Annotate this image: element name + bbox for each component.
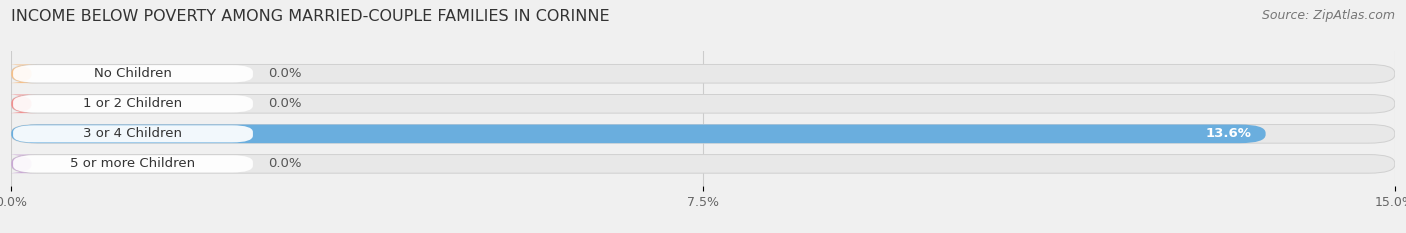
FancyBboxPatch shape (11, 124, 1395, 143)
FancyBboxPatch shape (11, 65, 1395, 83)
FancyBboxPatch shape (6, 154, 37, 173)
FancyBboxPatch shape (11, 124, 1265, 143)
FancyBboxPatch shape (13, 155, 253, 172)
FancyBboxPatch shape (13, 95, 253, 112)
FancyBboxPatch shape (11, 95, 1395, 113)
Text: INCOME BELOW POVERTY AMONG MARRIED-COUPLE FAMILIES IN CORINNE: INCOME BELOW POVERTY AMONG MARRIED-COUPL… (11, 9, 610, 24)
Text: 13.6%: 13.6% (1206, 127, 1251, 140)
FancyBboxPatch shape (13, 65, 253, 82)
Text: 3 or 4 Children: 3 or 4 Children (83, 127, 183, 140)
FancyBboxPatch shape (6, 95, 37, 113)
FancyBboxPatch shape (13, 125, 253, 142)
Text: 0.0%: 0.0% (267, 67, 301, 80)
Text: 5 or more Children: 5 or more Children (70, 157, 195, 170)
Text: 0.0%: 0.0% (267, 97, 301, 110)
FancyBboxPatch shape (6, 65, 37, 83)
Text: No Children: No Children (94, 67, 172, 80)
Text: 1 or 2 Children: 1 or 2 Children (83, 97, 183, 110)
Text: 0.0%: 0.0% (267, 157, 301, 170)
FancyBboxPatch shape (11, 154, 1395, 173)
Text: Source: ZipAtlas.com: Source: ZipAtlas.com (1261, 9, 1395, 22)
